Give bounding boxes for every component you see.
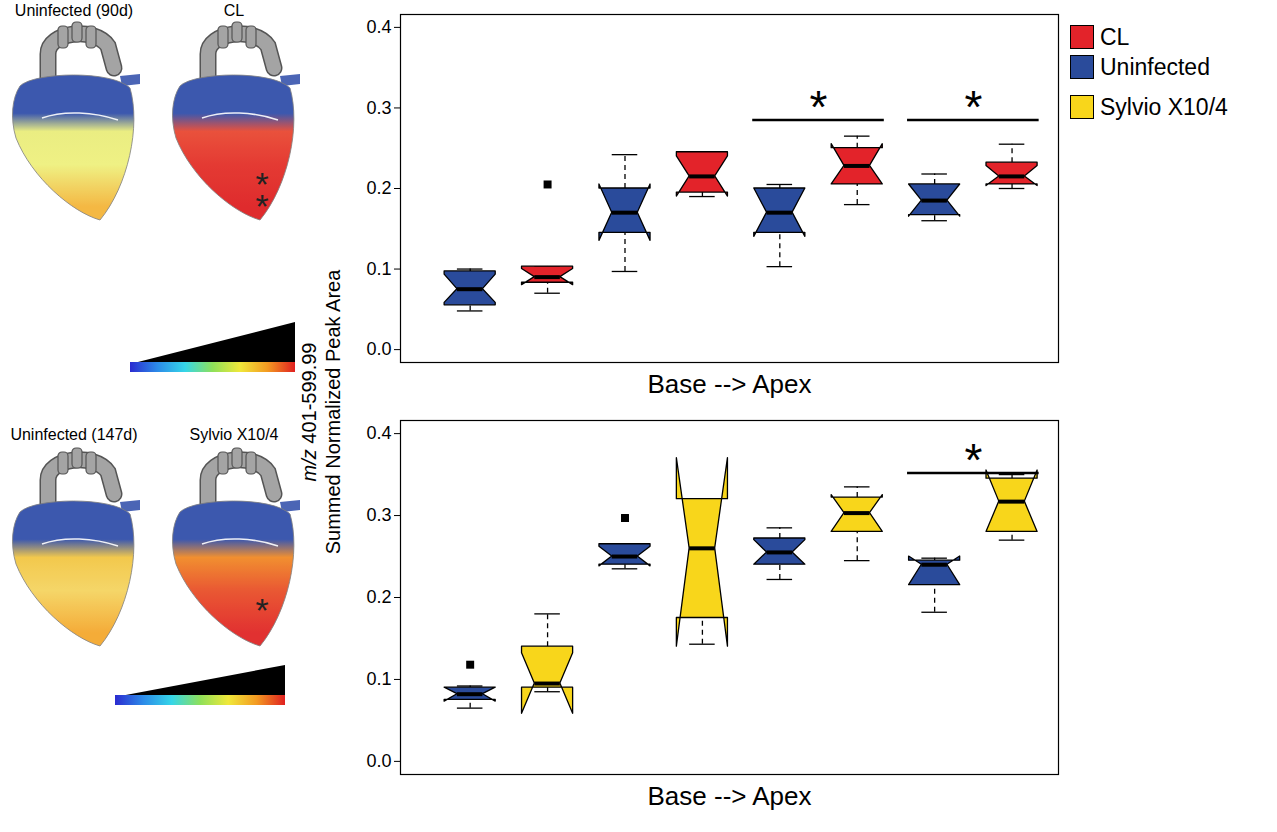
svg-text:Uninfected (90d): Uninfected (90d) xyxy=(15,2,133,19)
svg-text:CL: CL xyxy=(224,2,245,19)
svg-text:*: * xyxy=(255,187,268,225)
svg-text:*: * xyxy=(964,81,982,133)
svg-text:0.1: 0.1 xyxy=(366,669,391,689)
html-text:Uninfected: Uninfected xyxy=(1100,53,1210,80)
svg-text:Summed Normalized Peak Area: Summed Normalized Peak Area xyxy=(322,269,344,554)
svg-text:Base --> Apex: Base --> Apex xyxy=(647,369,811,399)
svg-text:*: * xyxy=(964,434,982,486)
svg-text:*: * xyxy=(255,591,268,629)
html-text:CL: CL xyxy=(1100,23,1130,50)
svg-text:Uninfected (147d): Uninfected (147d) xyxy=(10,426,137,443)
svg-text:Sylvio X10/4: Sylvio X10/4 xyxy=(190,426,279,443)
html-text:Sylvio X10/4: Sylvio X10/4 xyxy=(1100,93,1228,120)
svg-text:Base --> Apex: Base --> Apex xyxy=(647,781,811,811)
svg-text:0.3: 0.3 xyxy=(366,505,391,525)
svg-text:0.0: 0.0 xyxy=(366,751,391,771)
svg-text:*: * xyxy=(810,81,828,133)
svg-text:m/z 401-599.99: m/z 401-599.99 xyxy=(298,343,320,482)
svg-text:0.2: 0.2 xyxy=(366,178,391,198)
svg-text:0.0: 0.0 xyxy=(366,339,391,359)
svg-text:0.3: 0.3 xyxy=(366,98,391,118)
svg-text:0.1: 0.1 xyxy=(366,259,391,279)
svg-text:0.4: 0.4 xyxy=(366,423,391,443)
svg-text:0.4: 0.4 xyxy=(366,17,391,37)
svg-text:0.2: 0.2 xyxy=(366,587,391,607)
